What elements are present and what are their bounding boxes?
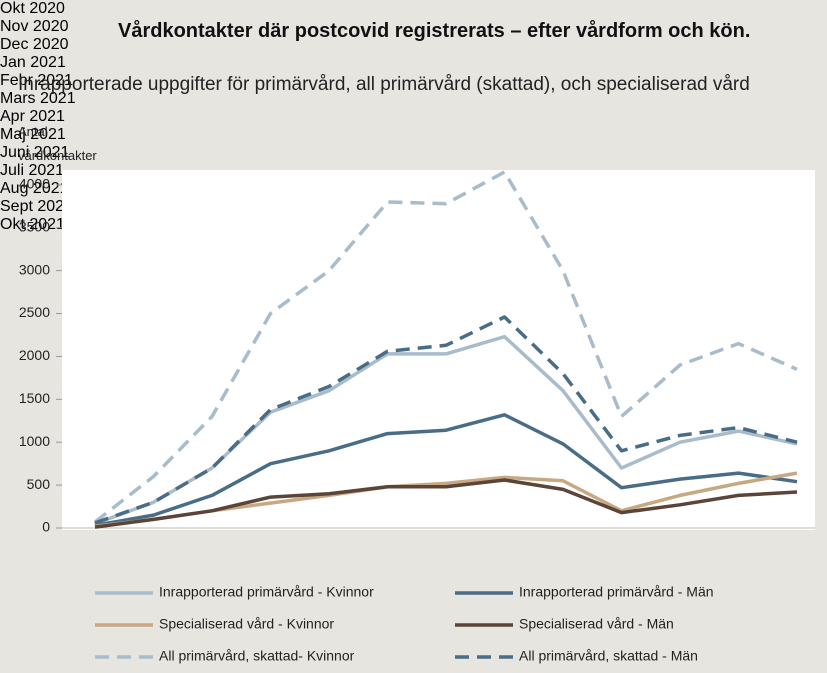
y-tick-label: 3500 (19, 218, 50, 234)
x-tick-label: Maj 2021 (0, 126, 66, 143)
y-axis-label: Antal vårdkontakter (18, 124, 97, 163)
legend-label: Specialiserad vård - Kvinnor (159, 616, 334, 632)
legend-label: Inrapporterad primärvård - Kvinnor (159, 584, 374, 600)
x-tick-label: Juni 2021 (0, 144, 70, 161)
series-line (94, 413, 798, 528)
x-tick-label: Dec 2020 (0, 36, 69, 53)
x-tick-label: Okt 2020 (0, 0, 65, 17)
legend-label: Specialiserad vård - Män (519, 616, 674, 632)
y-tick-label: 4000 (19, 176, 50, 192)
x-tick-label: Juli 2021 (0, 162, 65, 179)
x-tick-label: Sept 2021 (0, 198, 73, 215)
series-line (94, 334, 798, 526)
chart-title: Vårdkontakter där postcovid registrerats… (118, 20, 751, 42)
y-tick-label: 3000 (19, 261, 50, 277)
legend-label: Inrapporterad primärvård - Män (519, 584, 714, 600)
x-tick-label: Apr 2021 (0, 108, 65, 125)
x-tick-label: Okt 2021 (0, 216, 65, 233)
y-tick-label: 500 (27, 476, 51, 492)
y-tick-label: 1500 (19, 390, 50, 406)
legend-label: All primärvård, skattad - Män (519, 648, 698, 664)
plot-area (62, 170, 815, 530)
y-tick-label: 2000 (19, 347, 50, 363)
legend-label: All primärvård, skattad- Kvinnor (159, 648, 355, 664)
y-tick-label: 2500 (19, 304, 50, 320)
x-tick-label: Nov 2020 (0, 18, 69, 35)
series-line (94, 478, 798, 529)
x-tick-label: Febr 2021 (0, 72, 73, 89)
chart-subtitle: Inrapporterade uppgifter för primärvård,… (18, 74, 750, 95)
y-tick-label: 0 (42, 519, 50, 535)
y-tick-label: 1000 (19, 433, 50, 449)
series-line (94, 315, 798, 525)
x-tick-label: Jan 2021 (0, 54, 66, 71)
x-tick-label: Aug 2021 (0, 180, 69, 197)
x-tick-label: Mars 2021 (0, 90, 76, 107)
series-line (93, 170, 798, 524)
